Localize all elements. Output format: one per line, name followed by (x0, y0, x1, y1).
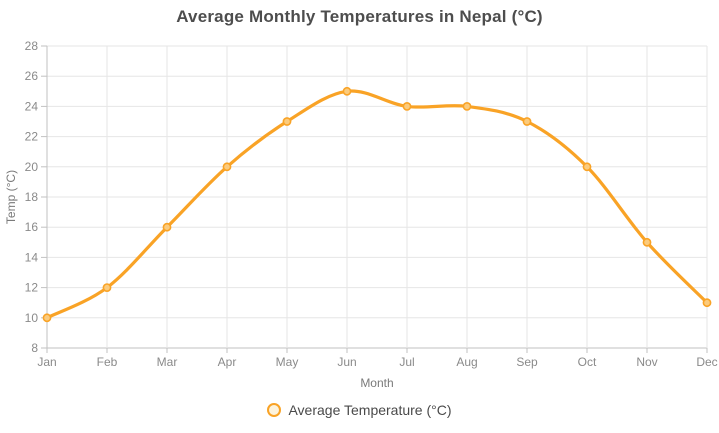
data-point-marker-sep[interactable] (522, 117, 532, 126)
data-point-marker-nov[interactable] (642, 237, 652, 247)
y-axis-title: Temp (°C) (4, 169, 18, 225)
x-axis-tick-label: Apr (218, 355, 237, 369)
data-point-marker-feb[interactable] (102, 283, 112, 292)
x-axis-tick-label: Sep (516, 355, 538, 369)
data-point-marker-jul[interactable] (402, 102, 412, 111)
x-axis-tick-label: Mar (157, 355, 178, 369)
data-point-marker-oct[interactable] (582, 162, 592, 172)
x-axis-tick-label: Oct (578, 355, 597, 369)
x-axis-tick-label: Aug (456, 355, 477, 369)
y-axis-tick-label: 28 (25, 39, 39, 53)
x-axis-tick-label: Jan (37, 355, 56, 369)
y-axis-tick-label: 16 (25, 220, 39, 234)
y-axis-tick-label: 26 (25, 69, 39, 83)
x-axis-tick-label: May (276, 355, 299, 369)
temperature-series-line (45, 89, 709, 320)
data-point-marker-jun[interactable] (342, 86, 352, 96)
data-point-marker-may[interactable] (282, 117, 292, 126)
x-axis-tick-label: Jun (337, 355, 356, 369)
y-axis-tick-label: 8 (31, 341, 38, 355)
data-point-marker-dec[interactable] (702, 298, 712, 308)
legend: Average Temperature (°C) (0, 402, 719, 418)
legend-label: Average Temperature (°C) (288, 402, 452, 418)
y-axis-tick-label: 18 (25, 190, 39, 204)
y-axis-tick-label: 14 (25, 250, 39, 264)
x-axis-tick-label: Nov (636, 355, 657, 369)
y-axis-tick-label: 24 (25, 99, 39, 113)
x-axis-tick-label: Feb (97, 355, 118, 369)
y-axis-tick-label: 12 (25, 281, 39, 295)
data-point-marker-aug[interactable] (462, 102, 472, 111)
legend-item-average-temperature[interactable]: Average Temperature (°C) (267, 402, 452, 418)
data-point-marker-jan[interactable] (42, 313, 52, 323)
chart-title: Average Monthly Temperatures in Nepal (°… (176, 7, 543, 26)
x-axis-title: Month (360, 376, 394, 390)
x-axis-tick-label: Dec (696, 355, 717, 369)
legend-circle-marker-icon (267, 403, 282, 417)
y-axis-tick-label: 20 (25, 160, 39, 174)
x-axis-tick-label: Jul (399, 355, 414, 369)
data-point-marker-apr[interactable] (222, 162, 232, 172)
data-point-marker-mar[interactable] (162, 222, 172, 232)
y-axis-tick-label: 22 (25, 130, 39, 144)
y-axis-tick-label: 10 (25, 311, 39, 325)
